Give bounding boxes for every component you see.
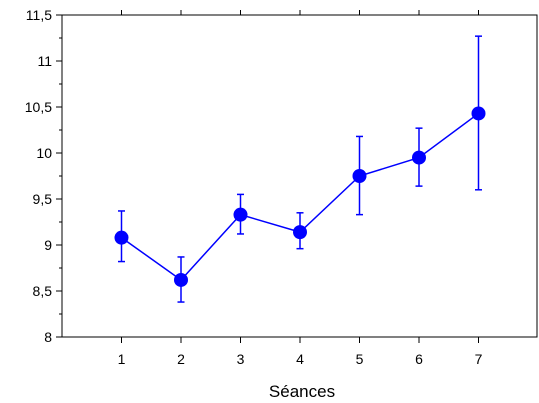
- x-tick-label: 2: [177, 351, 185, 367]
- data-point: [352, 169, 367, 183]
- y-tick-label: 11,5: [26, 7, 52, 23]
- axes: [61, 14, 538, 338]
- ticks: [56, 10, 479, 343]
- data-point: [412, 150, 426, 165]
- y-tick-label: 11: [37, 53, 52, 69]
- x-tick-label: 3: [237, 351, 245, 367]
- data-point: [174, 272, 188, 287]
- x-tick-label: 1: [118, 351, 126, 367]
- x-tick-label: 5: [356, 351, 364, 367]
- series-line: [121, 112, 479, 281]
- labels: 8 8,5 9 9,5 10 10,5 11 11,5 1 2 3 4 5 6 7: [25, 7, 483, 367]
- y-tick-label: 9,5: [33, 191, 53, 207]
- error-bars: [118, 35, 482, 303]
- x-tick-label: 4: [296, 351, 304, 367]
- y-tick-label: 8,5: [33, 283, 53, 299]
- x-tick-label: 6: [415, 351, 423, 367]
- x-tick-label: 7: [475, 351, 483, 367]
- data-point: [471, 106, 486, 121]
- y-tick-label: 10,5: [25, 99, 52, 115]
- data-point: [114, 230, 129, 245]
- series: [114, 106, 486, 287]
- plot-frame: [61, 14, 538, 338]
- y-tick-label: 9: [44, 237, 52, 253]
- y-tick-label: 10: [36, 145, 52, 161]
- data-point: [293, 225, 307, 240]
- x-axis-label: Séances: [269, 382, 335, 401]
- data-point: [233, 207, 248, 222]
- y-tick-label: 8: [44, 329, 52, 345]
